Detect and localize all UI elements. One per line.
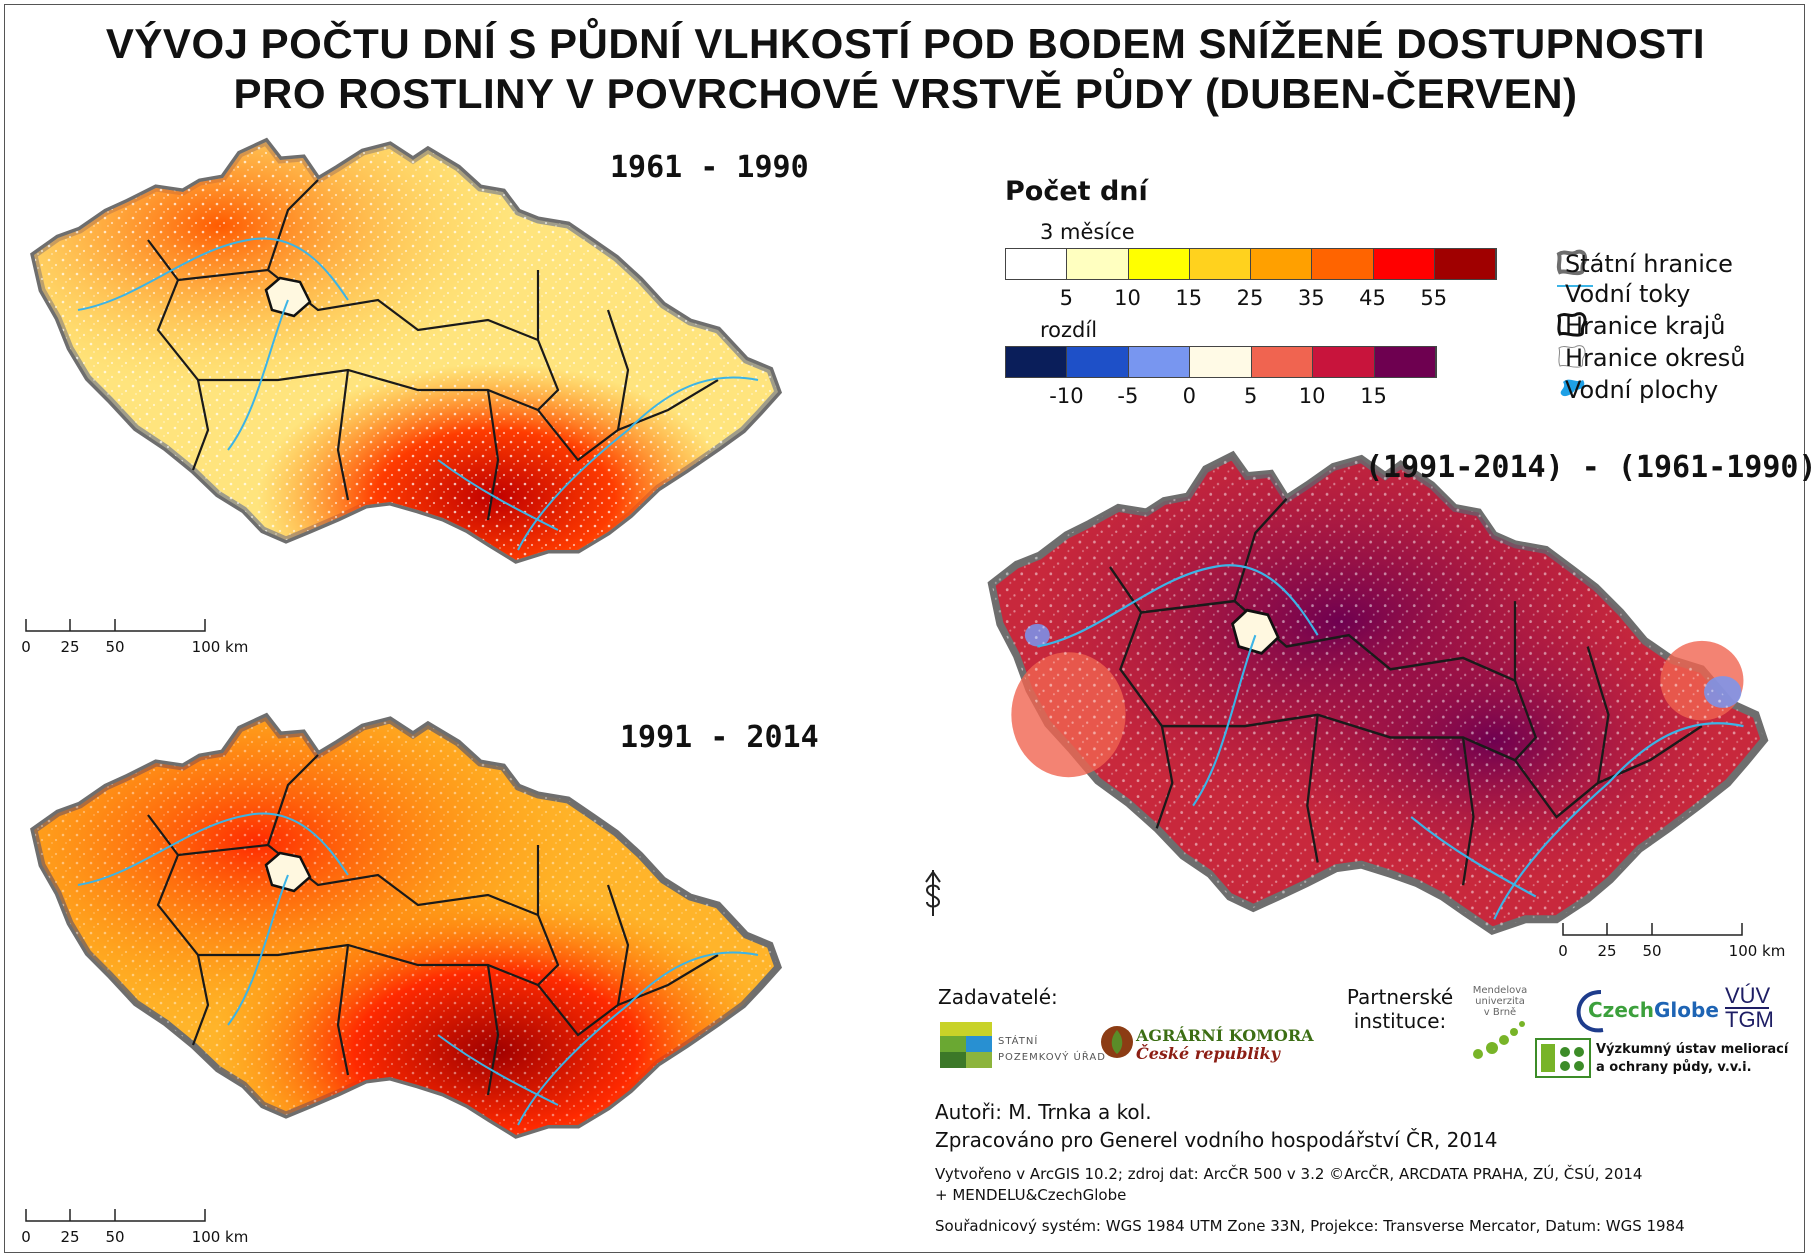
ramp1-swatch [1067, 249, 1129, 279]
ramp1-swatch [1312, 249, 1374, 279]
ramp2-swatch [1128, 347, 1191, 377]
ramp1-tick-label: 5 [1059, 286, 1073, 310]
rivers [1037, 564, 1744, 920]
ramp1-swatch [1434, 249, 1496, 279]
vumop-text-2: a ochrany půdy, v.v.i. [1596, 1060, 1752, 1075]
spu-logo [940, 1022, 992, 1072]
map-period-difference: (1991-2014) - (1961-1990) [1365, 450, 1811, 485]
legend-item-region-border: Hranice krajů [1565, 312, 1726, 340]
vumop-text-1: Výzkumný ústav meliorací [1596, 1042, 1789, 1057]
map-title-line2: PRO ROSTLINY V POVRCHOVÉ VRSTVĚ PŮDY (DU… [233, 70, 1578, 117]
ramp1-tick-label: 10 [1114, 286, 1141, 310]
prague-border [264, 851, 312, 893]
ramp2-swatch [1006, 347, 1068, 377]
prague-border [264, 276, 312, 318]
scalebar-3: 0 25 50 100 km [1558, 922, 1785, 960]
region-borders [147, 179, 719, 521]
prague-border [1231, 608, 1280, 655]
map-period-1961-1990: 1961 - 1990 [610, 150, 809, 185]
map-1991-2014 [18, 705, 798, 1149]
legend-item-water-bodies: Vodní plochy [1565, 376, 1719, 404]
ramp2-swatch [1190, 347, 1252, 377]
legend-ramp1-label: 3 měsíce [1040, 220, 1135, 244]
ramp1-tick-label: 15 [1175, 286, 1203, 310]
map-title-line1: VÝVOJ POČTU DNÍ S PŮDNÍ VLHKOSTÍ POD BOD… [105, 20, 1706, 67]
ramp2-tick-label: 10 [1298, 384, 1326, 408]
legend-ramp-difference [1005, 346, 1437, 378]
ramp2-swatch [1251, 347, 1314, 377]
region-borders [1109, 497, 1703, 886]
scalebar-1: 0 25 50 100 km [21, 618, 248, 656]
ramp2-swatch [1067, 347, 1129, 377]
ramp1-swatch [1251, 249, 1313, 279]
agrarni-komora-text-1: AGRÁRNÍ KOMORA [1136, 1026, 1314, 1045]
credits-zadavatele: Zadavatelé: [938, 985, 1058, 1009]
credits-created: Vytvořeno v ArcGIS 10.2; zdroj dat: ArcČ… [935, 1165, 1643, 1183]
credits-partneri: Partnerské instituce: [1346, 985, 1454, 1033]
map-difference [975, 442, 1785, 946]
credits-created-2: + MENDELU&CzechGlobe [935, 1186, 1127, 1204]
agrarni-komora-logo [1100, 1022, 1134, 1066]
ramp2-tick-label: 5 [1244, 384, 1258, 408]
rivers [77, 237, 759, 551]
ramp2-swatch [1374, 347, 1436, 377]
vumop-logo [1535, 1038, 1591, 1082]
ramp2-tick-label: 0 [1182, 384, 1196, 408]
spu-logo-text-1: STÁTNÍ [998, 1036, 1039, 1047]
credits-authors: Autoři: M. Trnka a kol. [935, 1100, 1152, 1124]
czechglobe-text: CzechGlobe [1588, 998, 1719, 1022]
ramp2-tick-label: -5 [1117, 384, 1139, 408]
ramp1-tick-label: 25 [1236, 286, 1264, 310]
district-border-icon [1555, 342, 1589, 374]
water-body-icon [1555, 374, 1589, 406]
ramp2-tick-label: -10 [1049, 384, 1084, 408]
spu-logo-text-2: POZEMKOVÝ ÚŘAD [998, 1052, 1106, 1063]
legend-ramp2-label: rozdíl [1040, 318, 1098, 342]
ramp1-tick-label: 55 [1420, 286, 1448, 310]
north-arrow-icon [918, 868, 948, 922]
legend-ramp-days [1005, 248, 1497, 280]
map-1961-1990 [18, 130, 798, 574]
legend-title: Počet dní [1005, 176, 1148, 207]
scalebar-2: 0 25 50 100 km [21, 1208, 248, 1246]
ramp1-swatch [1373, 249, 1435, 279]
ramp1-tick-label: 45 [1359, 286, 1386, 310]
region-border-icon [1555, 310, 1589, 342]
vuv-tgm-logo: VÚV TGM [1725, 983, 1774, 1032]
legend-item-rivers: Vodní toky [1565, 280, 1691, 308]
legend-item-state-border: Státní hranice [1565, 250, 1733, 278]
mendelu-logo: Mendelova univerzita v Brně [1470, 985, 1530, 1060]
ramp1-swatch [1128, 249, 1190, 279]
agrarni-komora-text-2: České republiky [1136, 1044, 1280, 1063]
ramp1-tick-label: 35 [1297, 286, 1325, 310]
river-line-icon [1555, 276, 1595, 300]
ramp1-swatch [1189, 249, 1251, 279]
czechglobe-logo [1575, 988, 1605, 1038]
ramp2-tick-label: 15 [1360, 384, 1387, 408]
map-frame [4, 4, 1805, 1253]
region-borders [147, 754, 719, 1096]
ramp2-swatch [1313, 347, 1375, 377]
ramp1-swatch [1006, 249, 1068, 279]
state-border-icon [1555, 248, 1589, 280]
credits-crs: Souřadnicový systém: WGS 1984 UTM Zone 3… [935, 1217, 1685, 1235]
map-period-1991-2014: 1991 - 2014 [620, 720, 819, 755]
credits-prepared: Zpracováno pro Generel vodního hospodářs… [935, 1128, 1498, 1152]
legend-item-district-border: Hranice okresů [1565, 344, 1746, 372]
rivers [77, 812, 759, 1126]
